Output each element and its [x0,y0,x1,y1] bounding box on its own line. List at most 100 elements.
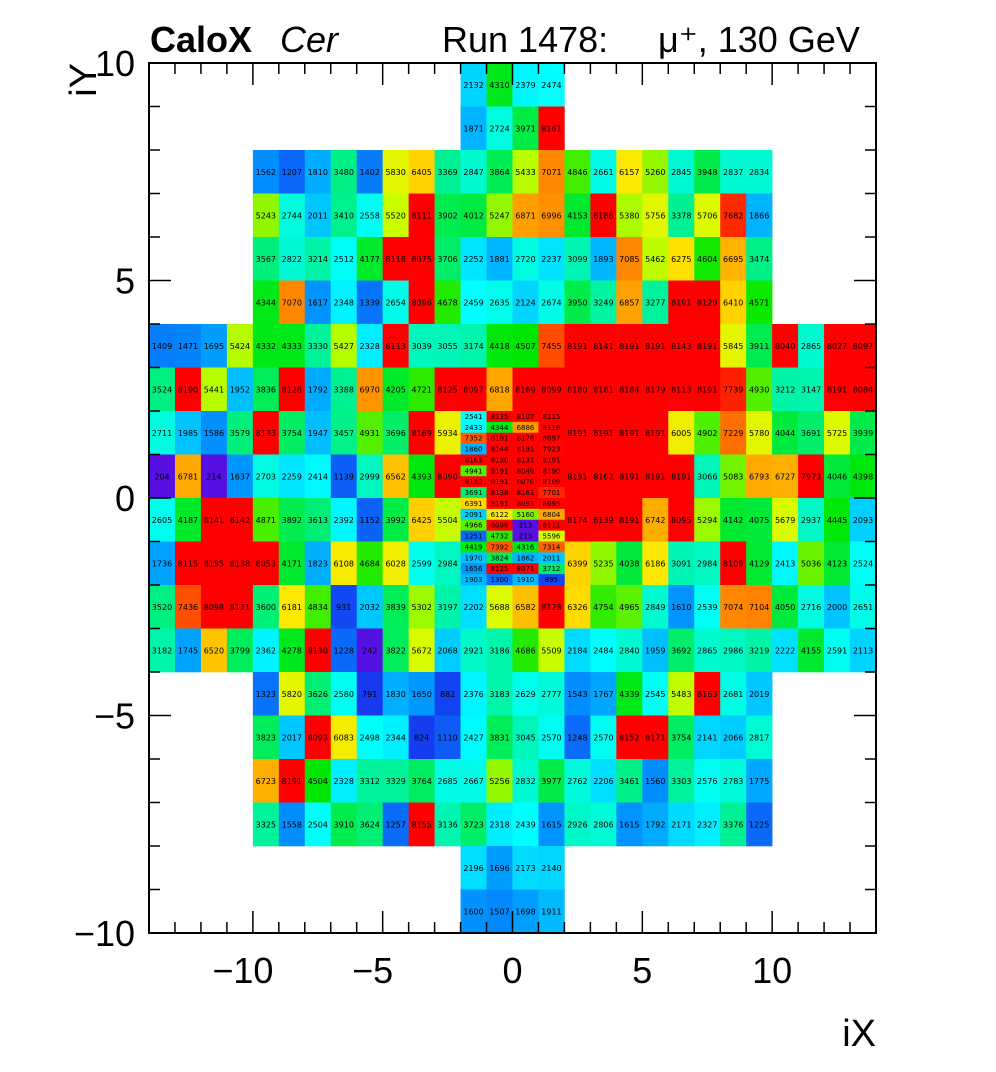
heatmap-cell [798,585,825,629]
heatmap-cell [200,628,228,673]
heatmap-cell-label: 4846 [567,168,587,177]
heatmap-cell [512,802,539,847]
heatmap-fine-cell [486,432,513,444]
heatmap-cell [824,628,851,673]
heatmap-cell-label: 2237 [541,255,561,264]
heatmap-cell-label: 3329 [385,777,405,786]
heatmap-fine-cell-label: 8109 [543,478,561,486]
heatmap-cell-label: 3822 [385,646,405,655]
heatmap-cell [668,193,695,238]
heatmap-cell [616,759,643,803]
heatmap-fine-cell [512,574,539,586]
heatmap-cell-label: 8171 [645,733,665,742]
heatmap-cell [434,672,461,716]
heatmap-cell [824,411,851,455]
heatmap-cell-label: 8097 [463,385,483,394]
heatmap-cell [512,585,539,629]
heatmap-cell [538,324,565,368]
heatmap-cell [460,150,487,194]
heatmap-fine-cell [512,541,539,553]
heatmap-cell [694,367,721,412]
heatmap-cell [564,367,591,412]
heatmap-fine-cell [460,487,487,499]
heatmap-cell-label: 8118 [385,255,405,264]
heatmap-cell-label: 3823 [256,733,276,742]
heatmap-fine-cell-label: 8135 [491,413,509,421]
heatmap-cell [252,498,280,542]
heatmap-cell-label: 2984 [437,559,457,568]
heatmap-cell [616,411,643,455]
heatmap-cell [590,324,617,368]
heatmap-cell [486,889,513,934]
heatmap-cell-label: 6818 [489,385,509,394]
heatmap-cell [590,411,617,455]
heatmap-fine-cell-label: 1860 [465,446,483,454]
heatmap-cell [642,324,669,368]
heatmap-cell [512,628,539,673]
heatmap-cell [278,628,306,673]
heatmap-cell [746,802,773,847]
heatmap-cell-label: 5302 [411,603,431,612]
heatmap-cell-label: 4393 [411,472,431,481]
heatmap-cell [252,150,280,194]
heatmap-cell [512,846,539,890]
heatmap-cell [798,454,825,499]
heatmap-cell [304,585,332,629]
heatmap-cell-label: 3480 [334,168,354,177]
heatmap-cell [252,541,280,586]
heatmap-cell-label: 3312 [360,777,380,786]
heatmap-cell-label: 3624 [360,820,380,829]
heatmap-fine-cell [538,519,565,531]
heatmap-cell-label: 3183 [489,690,509,699]
heatmap-cell-label: 4754 [593,603,613,612]
heatmap-cell-label: 2171 [671,820,691,829]
heatmap-cell-label: 3799 [230,646,250,655]
heatmap-cell [408,324,435,368]
heatmap-cell-label: 1696 [489,864,509,873]
heatmap-cell-label: 1893 [593,255,613,264]
heatmap-cell [304,628,332,673]
heatmap-cell-label: 8191 [567,472,587,481]
heatmap-cell-label: 1507 [489,907,509,916]
heatmap-cell-label: 4902 [697,429,717,438]
heatmap-cell-label: 5247 [489,211,509,220]
heatmap-cell-label: 2685 [437,777,457,786]
heatmap-cell-label: 1610 [671,603,691,612]
title-channel: Cer [280,19,340,60]
heatmap-cell-label: 2984 [697,559,717,568]
heatmap-cell-label: 1257 [385,820,405,829]
heatmap-cell [694,150,721,194]
heatmap-cell [356,715,383,760]
heatmap-cell [226,454,254,499]
heatmap-cell-label: 8174 [567,516,587,525]
heatmap-cell [720,498,747,542]
heatmap-cell [668,411,695,455]
heatmap-cell [278,454,306,499]
heatmap-cell [149,324,176,368]
heatmap-cell-label: 2141 [697,733,717,742]
heatmap-cell [278,715,306,760]
heatmap-cell-label: 5433 [515,168,535,177]
heatmap-cell [304,541,332,586]
heatmap-cell [252,802,280,847]
heatmap-cell [668,280,695,325]
heatmap-fine-cell [460,465,487,477]
heatmap-cell [590,280,617,325]
heatmap-cell [460,106,487,151]
heatmap-cell [798,367,825,412]
heatmap-cell [382,585,409,629]
heatmap-cell-label: 2222 [775,646,795,655]
heatmap-cell [668,628,695,673]
heatmap-cell [330,541,358,586]
heatmap-cell-label: 3045 [515,733,535,742]
heatmap-cell [538,280,565,325]
heatmap-cell-label: 2580 [334,690,354,699]
heatmap-cell [174,324,202,368]
heatmap-cell [746,759,773,803]
heatmap-cell-label: 1323 [256,690,276,699]
heatmap-cell-label: 8075 [411,255,431,264]
heatmap-cell-label: 5260 [645,168,665,177]
heatmap-cell-label: 6108 [334,559,354,568]
heatmap-cell-label: 4965 [619,603,639,612]
